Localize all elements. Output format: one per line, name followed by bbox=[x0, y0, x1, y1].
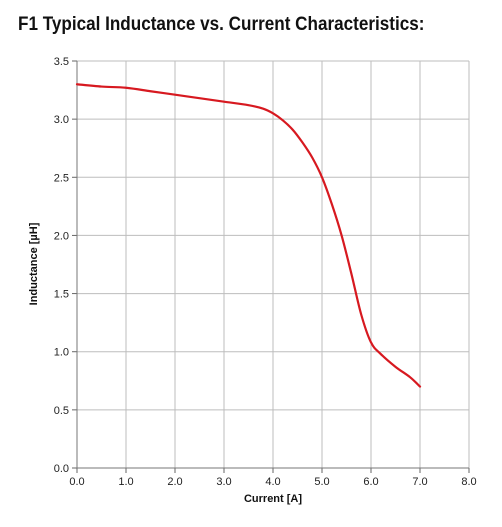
x-tick-label: 2.0 bbox=[167, 476, 182, 488]
chart-title: F1 Typical Inductance vs. Current Charac… bbox=[18, 14, 425, 35]
y-tick-label: 3.0 bbox=[54, 114, 69, 126]
x-tick-labels: 0.0 1.0 2.0 3.0 4.0 5.0 6.0 7.0 8.0 bbox=[69, 476, 476, 488]
y-tick-label: 2.0 bbox=[54, 230, 69, 242]
x-tick-label: 7.0 bbox=[412, 476, 427, 488]
x-tick-label: 3.0 bbox=[216, 476, 231, 488]
series-group bbox=[75, 83, 422, 388]
y-tick-label: 1.5 bbox=[54, 289, 69, 301]
y-tick-label: 0.5 bbox=[54, 405, 69, 417]
x-axis-label: Current [A] bbox=[244, 493, 302, 505]
y-tick-label: 2.5 bbox=[54, 172, 69, 184]
y-tick-labels: 0.0 0.5 1.0 1.5 2.0 2.5 3.0 3.5 bbox=[54, 56, 69, 475]
y-tick-label: 0.0 bbox=[54, 463, 69, 475]
inductance-series-line bbox=[75, 83, 422, 388]
x-tick-label: 8.0 bbox=[461, 476, 476, 488]
grid bbox=[77, 60, 470, 468]
y-tick-label: 3.5 bbox=[54, 56, 69, 68]
y-tick-label: 1.0 bbox=[54, 347, 69, 359]
x-tick-label: 6.0 bbox=[363, 476, 378, 488]
axes bbox=[72, 60, 470, 473]
x-tick-label: 0.0 bbox=[69, 476, 84, 488]
x-tick-label: 4.0 bbox=[265, 476, 280, 488]
x-tick-label: 5.0 bbox=[314, 476, 329, 488]
y-axis-label: Inductance [µH] bbox=[28, 222, 40, 305]
x-tick-label: 1.0 bbox=[118, 476, 133, 488]
